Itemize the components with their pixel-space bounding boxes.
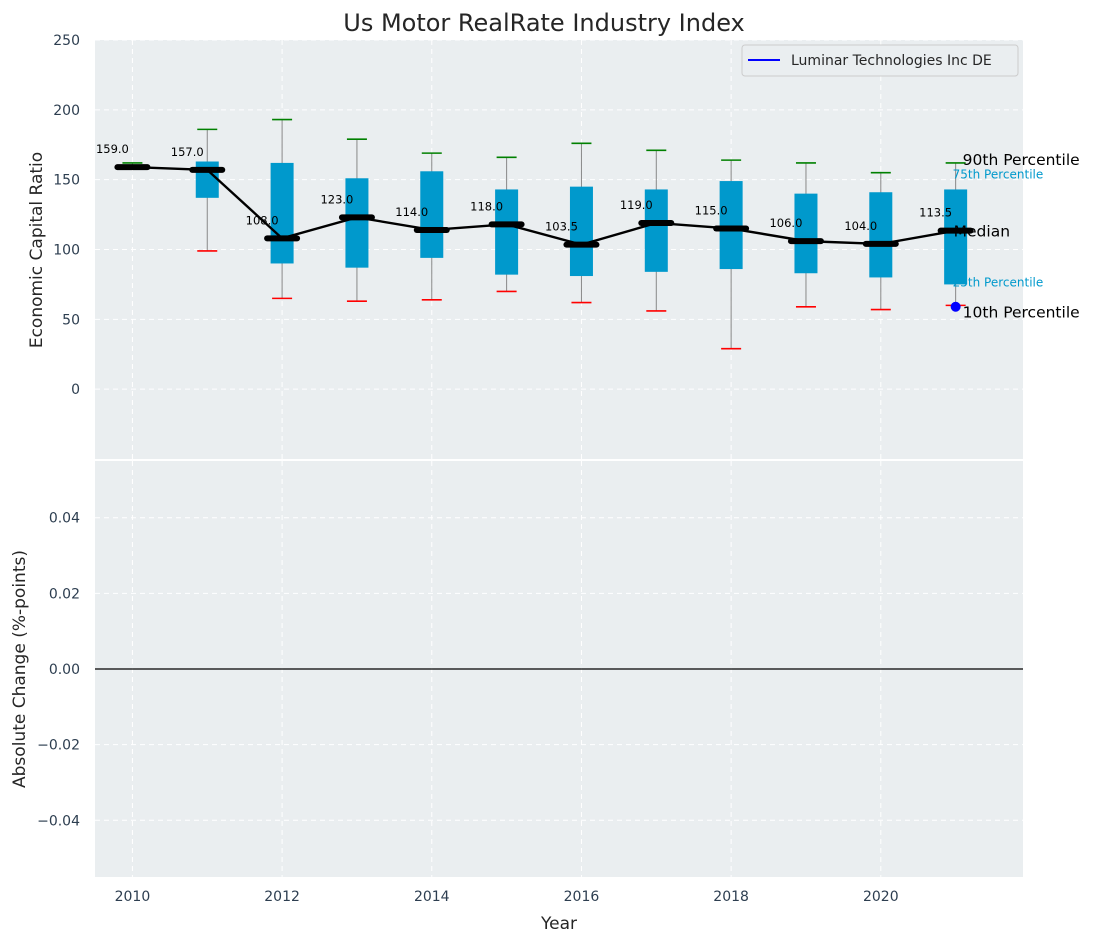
top-y-tick-label: 0: [71, 382, 80, 398]
p75-annotation: 75th Percentile: [953, 167, 1044, 181]
top-y-tick-label: 100: [53, 243, 80, 259]
median-value-label: 104.0: [844, 219, 877, 233]
box-iqr: [569, 186, 593, 277]
median-value-label: 159.0: [96, 142, 129, 156]
median-value-label: 115.0: [695, 204, 728, 218]
median-value-label: 114.0: [395, 205, 428, 219]
p10-annotation: 10th Percentile: [963, 303, 1080, 321]
box-iqr: [719, 181, 743, 270]
x-tick-label: 2018: [713, 889, 749, 905]
box-iqr: [644, 189, 668, 272]
box-iqr: [495, 189, 519, 275]
top-y-axis-label: Economic Capital Ratio: [27, 152, 47, 348]
legend-box: [741, 44, 1019, 77]
legend: Luminar Technologies Inc DE: [741, 44, 1019, 77]
bottom-y-tick-label: 0.02: [49, 586, 80, 602]
bottom-y-tick-label: 0.00: [49, 662, 80, 678]
box-iqr: [420, 171, 444, 258]
median-annotation: Median: [954, 223, 1010, 241]
legend-entry-label: Luminar Technologies Inc DE: [791, 53, 992, 69]
bottom-y-axis-label: Absolute Change (%-points): [10, 550, 30, 788]
bottom-y-tick-label: −0.02: [37, 738, 80, 754]
chart-title: Us Motor RealRate Industry Index: [343, 9, 745, 37]
box-iqr: [869, 192, 893, 278]
bottom-y-tick-label: −0.04: [37, 813, 80, 829]
top-y-tick-label: 250: [53, 33, 80, 49]
company-data-point: [950, 301, 961, 312]
median-value-label: 108.0: [246, 213, 279, 227]
x-tick-label: 2016: [564, 889, 600, 905]
median-value-label: 118.0: [470, 199, 503, 213]
chart-text: Us Motor RealRate Industry Index Economi…: [10, 9, 1080, 934]
p90-annotation: 90th Percentile: [963, 151, 1080, 169]
x-tick-label: 2010: [115, 889, 151, 905]
p25-annotation: 25th Percentile: [953, 275, 1044, 289]
box-iqr: [944, 189, 968, 285]
x-tick-label: 2014: [414, 889, 450, 905]
box-iqr: [345, 178, 369, 268]
top-y-tick-label: 200: [53, 103, 80, 119]
x-tick-label: 2020: [863, 889, 899, 905]
x-axis-label: Year: [540, 914, 577, 934]
top-y-tick-label: 150: [53, 173, 80, 189]
median-value-label: 119.0: [620, 198, 653, 212]
plot-backgrounds: [95, 40, 1023, 877]
median-value-label: 113.5: [919, 206, 952, 220]
chart-marks: [95, 118, 1023, 670]
bottom-y-tick-label: 0.04: [49, 511, 80, 527]
x-tick-label: 2012: [264, 889, 300, 905]
median-value-label: 123.0: [320, 192, 353, 206]
top-y-tick-label: 50: [62, 312, 80, 328]
median-value-label: 106.0: [769, 216, 802, 230]
median-value-label: 103.5: [545, 220, 578, 234]
median-value-label: 157.0: [171, 145, 204, 159]
box-iqr: [794, 193, 818, 274]
